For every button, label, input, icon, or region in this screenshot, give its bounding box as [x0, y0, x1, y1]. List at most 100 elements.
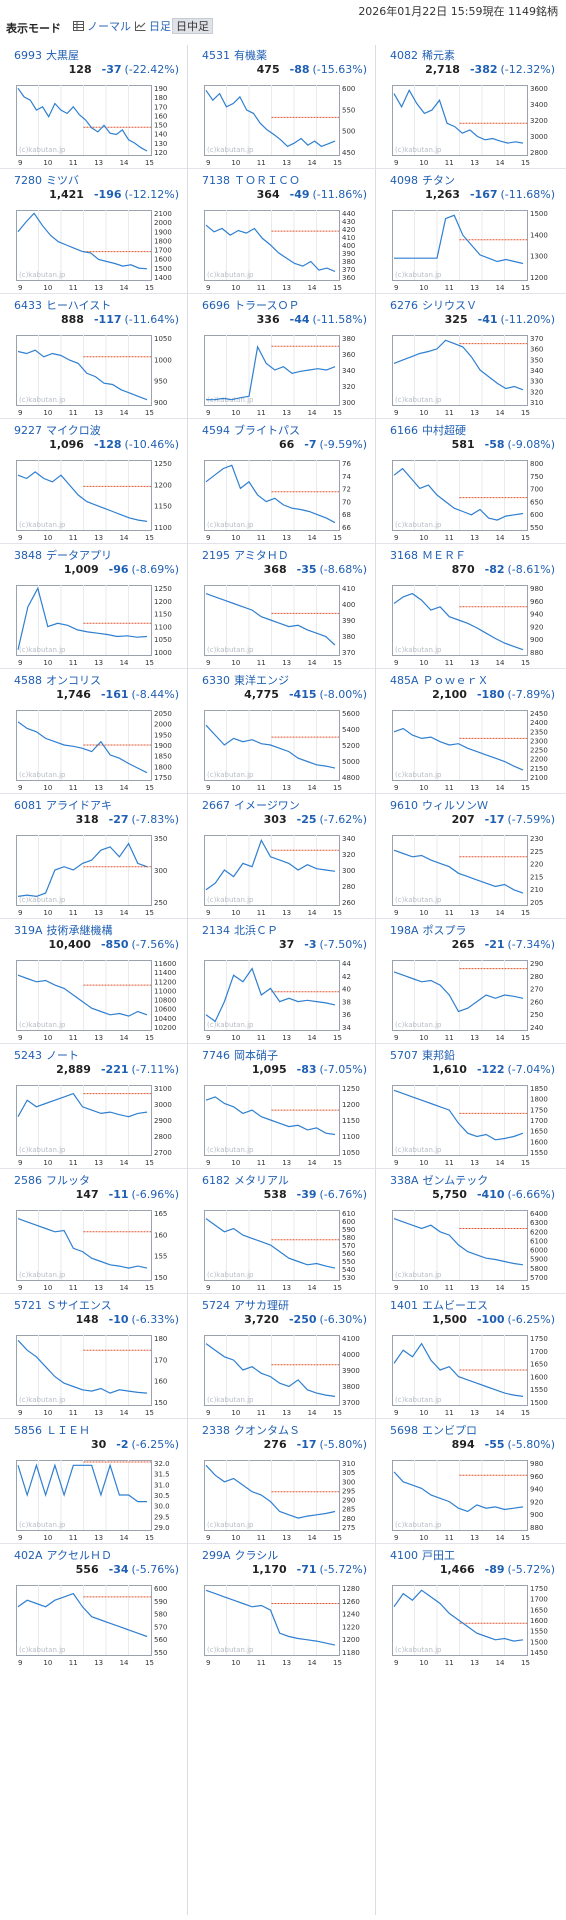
- stock-name-link[interactable]: 4082 稀元素: [390, 47, 455, 63]
- stock-tile[interactable]: 5724 アサカ理研 3,720 -250 (-6.30%) 4100 4000 3900 38…: [188, 1295, 375, 1420]
- stock-tile[interactable]: 6182 メタリアル 538 -39 (-6.76%) 610 600 590 580 570 56…: [188, 1170, 375, 1295]
- intraday-chart[interactable]: 11600 11400 11200 11000 10800 10600 10400 10200…: [14, 958, 181, 1042]
- stock-tile[interactable]: 402A アクセルＨＤ 556 -34 (-5.76%) 600 590 580 570 560 5…: [0, 1545, 187, 1670]
- mode-normal-button[interactable]: ノーマル: [70, 18, 134, 34]
- stock-name-link[interactable]: 6993 大黒屋: [14, 47, 79, 63]
- intraday-chart[interactable]: 410 400 390 380 370 9 10 11 13 14 15 (c)kabutan.jp: [202, 583, 369, 667]
- stock-name-link[interactable]: 4098 チタン: [390, 172, 455, 188]
- intraday-chart[interactable]: 290 280 270 260 250 240 9 10 11 13 14 15 (c)kabutan.…: [390, 958, 557, 1042]
- stock-tile[interactable]: 2667 イメージワン 303 -25 (-7.62%) 340 320 300 280 260 9…: [188, 795, 375, 920]
- stock-tile[interactable]: 6081 アライドアキ 318 -27 (-7.83%) 350 300 250 9 10 11 13…: [0, 795, 187, 920]
- stock-tile[interactable]: 6433 ヒーハイスト 888 -117 (-11.64%) 1050 1000 950 900…: [0, 295, 187, 420]
- intraday-chart[interactable]: 1280 1260 1240 1220 1200 1180 9 10 11 13 14 15 (c)ka…: [202, 1583, 369, 1667]
- intraday-chart[interactable]: 2450 2400 2350 2300 2250 2200 2150 2100 9 10 11 13 1…: [390, 708, 557, 792]
- stock-tile[interactable]: 3168 ＭＥＲＦ 870 -82 (-8.61%) 980 960 940 920 900 880…: [376, 545, 563, 670]
- stock-name-link[interactable]: 2195 アミタＨＤ: [202, 547, 289, 563]
- stock-name-link[interactable]: 402A アクセルＨＤ: [14, 1547, 112, 1563]
- stock-tile[interactable]: 5243 ノート 2,889 -221 (-7.11%) 3100 3000 2900 2800…: [0, 1045, 187, 1170]
- stock-name-link[interactable]: 6330 東洋エンジ: [202, 672, 289, 688]
- stock-tile[interactable]: 4588 オンコリス 1,746 -161 (-8.44%) 2050 2000 1950 19…: [0, 670, 187, 795]
- stock-tile[interactable]: 338A ゼンムテック 5,750 -410 (-6.66%) 6400 6300 6200 6…: [376, 1170, 563, 1295]
- stock-tile[interactable]: 9610 ウィルソンＷ 207 -17 (-7.59%) 230 225 220 215 210 2…: [376, 795, 563, 920]
- stock-tile[interactable]: 4531 有機薬 475 -88 (-15.63%) 600 550 500 450 9 10 11 1…: [188, 45, 375, 170]
- intraday-chart[interactable]: 3100 3000 2900 2800 2700 9 10 11 13 14 15 (c)kabuta…: [14, 1083, 181, 1167]
- stock-tile[interactable]: 6330 東洋エンジ 4,775 -415 (-8.00%) 5600 5400 5200 50…: [188, 670, 375, 795]
- stock-tile[interactable]: 2195 アミタＨＤ 368 -35 (-8.68%) 410 400 390 380 370 9 1…: [188, 545, 375, 670]
- stock-name-link[interactable]: 6081 アライドアキ: [14, 797, 112, 813]
- intraday-chart[interactable]: 600 590 580 570 560 550 9 10 11 13 14 15 (c)kabutan.…: [14, 1583, 181, 1667]
- stock-name-link[interactable]: 9610 ウィルソンＷ: [390, 797, 488, 813]
- stock-tile[interactable]: 6696 トラースＯＰ 336 -44 (-11.58%) 380 360 340 320 300…: [188, 295, 375, 420]
- intraday-chart[interactable]: 980 960 940 920 900 880 9 10 11 13 14 15 (c)kabutan.…: [390, 1458, 557, 1542]
- mode-intraday-button[interactable]: 日中足: [172, 18, 213, 34]
- stock-name-link[interactable]: 319A 技術承継機構: [14, 922, 113, 938]
- intraday-chart[interactable]: 2050 2000 1950 1900 1850 1800 1750 9 10 11 13 14 15 (…: [14, 708, 181, 792]
- stock-name-link[interactable]: 9227 マイクロ波: [14, 422, 101, 438]
- stock-name-link[interactable]: 7280 ミツバ: [14, 172, 79, 188]
- stock-tile[interactable]: 2134 北浜ＣＰ 37 -3 (-7.50%) 44 42 40 38 36 34 9 10 11 13 1…: [188, 920, 375, 1045]
- intraday-chart[interactable]: 2100 2000 1900 1800 1700 1600 1500 1400 9 10 11 13 1…: [14, 208, 181, 292]
- stock-tile[interactable]: 6993 大黒屋 128 -37 (-22.42%) 190 180 170 160 150 140…: [0, 45, 187, 170]
- stock-tile[interactable]: 5856 ＬＩＥＨ 30 -2 (-6.25%) 32.0 31.5 31.0 30.5 30.0…: [0, 1420, 187, 1545]
- intraday-chart[interactable]: 165 160 155 150 9 10 11 13 14 15 (c)kabutan.jp: [14, 1208, 181, 1292]
- stock-name-link[interactable]: 4531 有機薬: [202, 47, 267, 63]
- stock-name-link[interactable]: 299A クラシル: [202, 1547, 278, 1563]
- stock-tile[interactable]: 4098 チタン 1,263 -167 (-11.68%) 1500 1400 1300 120…: [376, 170, 563, 295]
- stock-tile[interactable]: 299A クラシル 1,170 -71 (-5.72%) 1280 1260 1240 1220…: [188, 1545, 375, 1670]
- stock-tile[interactable]: 5707 東邦鉛 1,610 -122 (-7.04%) 1850 1800 1750 1700…: [376, 1045, 563, 1170]
- intraday-chart[interactable]: 1250 1200 1150 1100 1050 9 10 11 13 14 15 (c)kabuta…: [202, 1083, 369, 1167]
- intraday-chart[interactable]: 190 180 170 160 150 140 130 120 9 10 11 13 14 15 (c)ka…: [14, 83, 181, 167]
- intraday-chart[interactable]: 370 360 350 340 330 320 310 9 10 11 13 14 15 (c)kabut…: [390, 333, 557, 417]
- intraday-chart[interactable]: 340 320 300 280 260 9 10 11 13 14 15 (c)kabutan.jp: [202, 833, 369, 917]
- stock-tile[interactable]: 4100 戸田工 1,466 -89 (-5.72%) 1750 1700 1650 1600 1…: [376, 1545, 563, 1670]
- stock-tile[interactable]: 9227 マイクロ波 1,096 -128 (-10.46%) 1250 1200 1150 1…: [0, 420, 187, 545]
- stock-name-link[interactable]: 6696 トラースＯＰ: [202, 297, 299, 313]
- stock-name-link[interactable]: 7138 ＴＯＲＩＣＯ: [202, 172, 300, 188]
- stock-name-link[interactable]: 5243 ノート: [14, 1047, 79, 1063]
- mode-daily-button[interactable]: 日足: [132, 18, 174, 34]
- stock-tile[interactable]: 485A ＰｏｗｅｒＸ 2,100 -180 (-7.89%) 2450 2400 2350 2…: [376, 670, 563, 795]
- stock-tile[interactable]: 2338 クオンタムＳ 276 -17 (-5.80%) 310 305 300 295 290 2…: [188, 1420, 375, 1545]
- stock-name-link[interactable]: 5707 東邦鉛: [390, 1047, 455, 1063]
- stock-name-link[interactable]: 2338 クオンタムＳ: [202, 1422, 300, 1438]
- stock-name-link[interactable]: 2586 フルッタ: [14, 1172, 90, 1188]
- stock-name-link[interactable]: 3168 ＭＥＲＦ: [390, 547, 466, 563]
- stock-name-link[interactable]: 2667 イメージワン: [202, 797, 300, 813]
- intraday-chart[interactable]: 1850 1800 1750 1700 1650 1600 1550 9 10 11 13 14 15 (…: [390, 1083, 557, 1167]
- intraday-chart[interactable]: 230 225 220 215 210 205 9 10 11 13 14 15 (c)kabutan.…: [390, 833, 557, 917]
- stock-tile[interactable]: 4594 ブライトパス 66 -7 (-9.59%) 76 74 72 70 68 66 9 10 11 1…: [188, 420, 375, 545]
- intraday-chart[interactable]: 380 360 340 320 300 9 10 11 13 14 15 (c)kabutan.jp: [202, 333, 369, 417]
- stock-name-link[interactable]: 485A ＰｏｗｅｒＸ: [390, 672, 489, 688]
- stock-name-link[interactable]: 7746 岡本硝子: [202, 1047, 278, 1063]
- intraday-chart[interactable]: 180 170 160 150 9 10 11 13 14 15 (c)kabutan.jp: [14, 1333, 181, 1417]
- stock-tile[interactable]: 7280 ミツバ 1,421 -196 (-12.12%) 2100 2000 1900 180…: [0, 170, 187, 295]
- stock-name-link[interactable]: 338A ゼンムテック: [390, 1172, 488, 1188]
- intraday-chart[interactable]: 1250 1200 1150 1100 1050 1000 9 10 11 13 14 15 (c)ka…: [14, 583, 181, 667]
- intraday-chart[interactable]: 980 960 940 920 900 880 9 10 11 13 14 15 (c)kabutan.…: [390, 583, 557, 667]
- stock-name-link[interactable]: 4594 ブライトパス: [202, 422, 300, 438]
- stock-name-link[interactable]: 198A ポスプラ: [390, 922, 467, 938]
- stock-tile[interactable]: 319A 技術承継機構 10,400 -850 (-7.56%) 11600 11400 11…: [0, 920, 187, 1045]
- intraday-chart[interactable]: 4100 4000 3900 3800 3700 9 10 11 13 14 15 (c)kabuta…: [202, 1333, 369, 1417]
- stock-tile[interactable]: 198A ポスプラ 265 -21 (-7.34%) 290 280 270 260 250 240…: [376, 920, 563, 1045]
- intraday-chart[interactable]: 1250 1200 1150 1100 9 10 11 13 14 15 (c)kabutan.jp: [14, 458, 181, 542]
- stock-name-link[interactable]: 5721 Ｓサイエンス: [14, 1297, 112, 1313]
- intraday-chart[interactable]: 600 550 500 450 9 10 11 13 14 15 (c)kabutan.jp: [202, 83, 369, 167]
- intraday-chart[interactable]: 350 300 250 9 10 11 13 14 15 (c)kabutan.jp: [14, 833, 181, 917]
- stock-tile[interactable]: 7138 ＴＯＲＩＣＯ 364 -49 (-11.86%) 440 430 420 410 400…: [188, 170, 375, 295]
- stock-name-link[interactable]: 5724 アサカ理研: [202, 1297, 289, 1313]
- intraday-chart[interactable]: 310 305 300 295 290 285 280 275 9 10 11 13 14 15 (c)ka…: [202, 1458, 369, 1542]
- stock-tile[interactable]: 5721 Ｓサイエンス 148 -10 (-6.33%) 180 170 160 150 9 10 1…: [0, 1295, 187, 1420]
- intraday-chart[interactable]: 440 430 420 410 400 390 380 370 360 9 10 11 13 14 15 (c…: [202, 208, 369, 292]
- stock-tile[interactable]: 6166 中村超硬 581 -58 (-9.08%) 800 750 700 650 600 550…: [376, 420, 563, 545]
- stock-tile[interactable]: 5698 エンビプロ 894 -55 (-5.80%) 980 960 940 920 900 88…: [376, 1420, 563, 1545]
- intraday-chart[interactable]: 1500 1400 1300 1200 9 10 11 13 14 15 (c)kabutan.jp: [390, 208, 557, 292]
- intraday-chart[interactable]: 1750 1700 1650 1600 1550 1500 1450 9 10 11 13 14 15 (…: [390, 1583, 557, 1667]
- intraday-chart[interactable]: 32.0 31.5 31.0 30.5 30.0 29.5 29.0 9 10 11 13 14 15 (…: [14, 1458, 181, 1542]
- stock-name-link[interactable]: 1401 エムビーエス: [390, 1297, 488, 1313]
- intraday-chart[interactable]: 6400 6300 6200 6100 6000 5900 5800 5700 9 10 11 13 1…: [390, 1208, 557, 1292]
- intraday-chart[interactable]: 3600 3400 3200 3000 2800 9 10 11 13 14 15 (c)kabuta…: [390, 83, 557, 167]
- stock-name-link[interactable]: 4588 オンコリス: [14, 672, 101, 688]
- stock-tile[interactable]: 2586 フルッタ 147 -11 (-6.96%) 165 160 155 150 9 10 11 1…: [0, 1170, 187, 1295]
- stock-tile[interactable]: 1401 エムビーエス 1,500 -100 (-6.25%) 1750 1700 1650 1…: [376, 1295, 563, 1420]
